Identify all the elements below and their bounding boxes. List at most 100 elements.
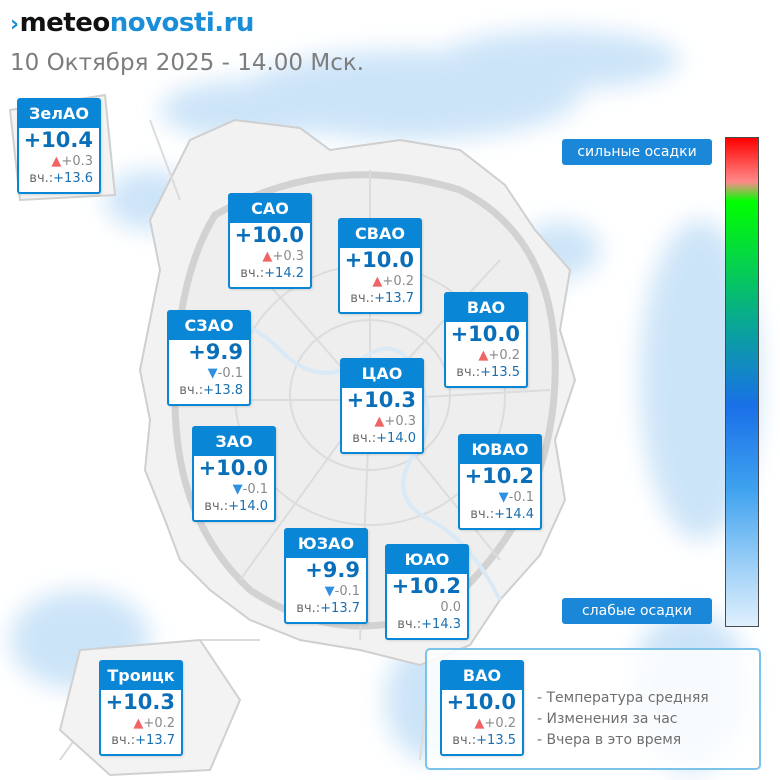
district-card-zelao: ЗелАО +10.4 ▲+0.3 вч.:+13.6: [17, 98, 101, 194]
change-value: -0.1: [217, 366, 243, 381]
yesterday-value: +13.7: [135, 733, 175, 748]
trend-up-icon: ▲: [51, 154, 62, 169]
change-value: 0.0: [440, 600, 461, 615]
yesterday-label: вч.:: [350, 291, 375, 306]
site-logo[interactable]: ›meteonovosti.ru: [10, 8, 254, 42]
yesterday-label: вч.:: [470, 507, 495, 522]
yesterday-label: вч.:: [456, 365, 481, 380]
district-name: ЮЗАО: [286, 530, 366, 558]
yesterday-label: вч.:: [452, 733, 477, 748]
yesterday-value: +13.7: [374, 291, 414, 306]
logo-text-meteo: meteo: [19, 8, 111, 38]
temperature-value: +10.0: [450, 322, 520, 346]
temperature-value: +10.3: [346, 388, 416, 412]
logo-text-domain: .ru: [214, 8, 254, 38]
district-name: САО: [230, 195, 310, 223]
change-value: +0.2: [382, 274, 414, 289]
yesterday-row: вч.:+13.5: [446, 364, 526, 381]
yesterday-value: +14.4: [494, 507, 534, 522]
yesterday-label: вч.:: [204, 499, 229, 514]
legend-sample-card: ВАО +10.0 ▲+0.2 вч.:+13.5: [440, 660, 524, 756]
change-value: +0.2: [484, 716, 516, 731]
district-card-sao: САО +10.0 ▲+0.3 вч.:+14.2: [228, 193, 312, 289]
date-time-subtitle: 10 Октября 2025 - 14.00 Мск.: [10, 50, 365, 76]
yesterday-value: +13.8: [203, 383, 243, 398]
trend-up-icon: ▲: [374, 414, 385, 429]
hourly-change: ▼-0.1: [169, 365, 249, 382]
hourly-change: ▲+0.2: [101, 715, 181, 732]
yesterday-row: вч.:+14.3: [387, 616, 467, 633]
temperature-value: +10.0: [234, 223, 304, 247]
yesterday-value: +13.5: [480, 365, 520, 380]
district-name: ЦАО: [342, 360, 422, 388]
district-card-troitsk: Троицк +10.3 ▲+0.2 вч.:+13.7: [99, 660, 183, 756]
hourly-change: ▼-0.1: [286, 583, 366, 600]
yesterday-label: вч.:: [296, 601, 321, 616]
temperature-value: +9.9: [305, 558, 360, 582]
yesterday-row: вч.:+14.0: [194, 498, 274, 515]
trend-up-icon: ▲: [474, 716, 485, 731]
trend-down-icon: ▼: [324, 584, 335, 599]
hourly-change: ▲+0.3: [19, 153, 99, 170]
district-card-cao: ЦАО +10.3 ▲+0.3 вч.:+14.0: [340, 358, 424, 454]
hourly-change: ▼-0.1: [194, 481, 274, 498]
yesterday-row: вч.:+13.7: [101, 732, 181, 749]
hourly-change: 0.0: [387, 599, 467, 616]
logo-text-novosti: novosti: [109, 8, 215, 38]
logo-mark: ›: [10, 12, 19, 37]
hourly-change: ▲+0.2: [446, 347, 526, 364]
yesterday-row: вч.:+13.7: [340, 290, 420, 307]
district-name: СВАО: [340, 220, 420, 248]
trend-down-icon: ▼: [498, 490, 509, 505]
temperature-value: +10.2: [391, 574, 461, 598]
legend-line-temperature: - Температура средняя: [537, 690, 709, 706]
change-value: -0.1: [242, 482, 268, 497]
temperature-value: +10.0: [446, 690, 516, 714]
yesterday-label: вч.:: [179, 383, 204, 398]
district-name: ВАО: [446, 294, 526, 322]
yesterday-value: +14.2: [264, 266, 304, 281]
legend-descriptions: - Температура средняя - Изменения за час…: [537, 688, 709, 751]
district-card-yuvao: ЮВАО +10.2 ▼-0.1 вч.:+14.4: [458, 434, 542, 530]
hourly-change: ▲+0.3: [342, 413, 422, 430]
trend-up-icon: ▲: [478, 348, 489, 363]
district-name: ВАО: [442, 662, 522, 690]
district-card-szao: СЗАО +9.9 ▼-0.1 вч.:+13.8: [167, 310, 251, 406]
heavy-precip-label: сильные осадки: [562, 139, 712, 165]
change-value: +0.3: [384, 414, 416, 429]
change-value: +0.2: [488, 348, 520, 363]
district-name: ЮВАО: [460, 436, 540, 464]
yesterday-row: вч.:+13.6: [19, 170, 99, 187]
district-name: ЗелАО: [19, 100, 99, 128]
precipitation-scale-bar: [725, 137, 759, 627]
legend-panel: ВАО +10.0 ▲+0.2 вч.:+13.5 - Температура …: [425, 648, 761, 770]
yesterday-row: вч.:+13.5: [442, 732, 522, 749]
temperature-value: +10.0: [344, 248, 414, 272]
temperature-value: +10.2: [464, 464, 534, 488]
district-card-yuzao: ЮЗАО +9.9 ▼-0.1 вч.:+13.7: [284, 528, 368, 624]
trend-up-icon: ▲: [372, 274, 383, 289]
trend-up-icon: ▲: [133, 716, 144, 731]
change-value: +0.2: [143, 716, 175, 731]
temperature-value: +9.9: [188, 340, 243, 364]
light-precip-label: слабые осадки: [562, 598, 712, 624]
legend-line-yesterday: - Вчера в это время: [537, 732, 682, 748]
yesterday-row: вч.:+13.7: [286, 600, 366, 617]
legend-line-change: - Изменения за час: [537, 711, 678, 727]
hourly-change: ▲+0.2: [442, 715, 522, 732]
yesterday-value: +14.0: [376, 431, 416, 446]
hourly-change: ▲+0.3: [230, 248, 310, 265]
yesterday-value: +14.0: [228, 499, 268, 514]
yesterday-row: вч.:+14.2: [230, 265, 310, 282]
temperature-value: +10.0: [198, 456, 268, 480]
hourly-change: ▼-0.1: [460, 489, 540, 506]
yesterday-value: +13.6: [53, 171, 93, 186]
temperature-value: +10.4: [23, 128, 93, 152]
hourly-change: ▲+0.2: [340, 273, 420, 290]
change-value: -0.1: [334, 584, 360, 599]
district-name: СЗАО: [169, 312, 249, 340]
yesterday-label: вч.:: [397, 617, 422, 632]
yesterday-value: +13.7: [320, 601, 360, 616]
district-name: ЮАО: [387, 546, 467, 574]
district-name: Троицк: [101, 662, 181, 690]
